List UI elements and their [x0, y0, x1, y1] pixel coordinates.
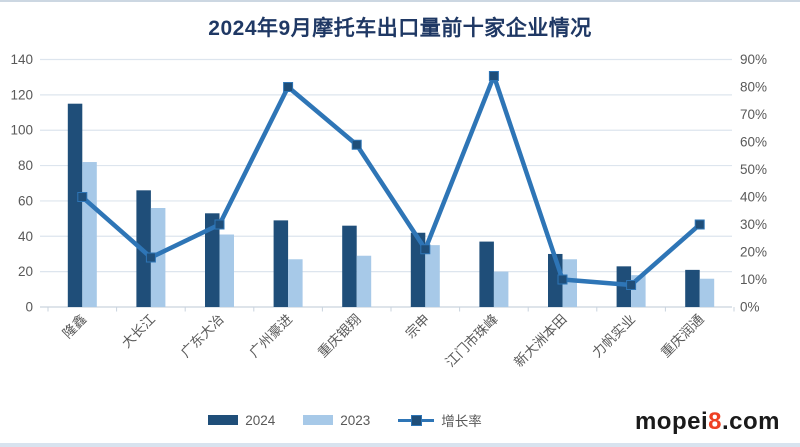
watermark-highlight: 8 — [708, 408, 722, 435]
svg-text:70%: 70% — [740, 107, 767, 122]
watermark-suffix: .com — [721, 408, 780, 435]
growth-rate-marker — [351, 139, 362, 150]
x-axis-label: 大长江 — [119, 312, 158, 351]
growth-rate-marker — [488, 71, 499, 81]
svg-text:20: 20 — [18, 264, 33, 279]
growth-rate-marker — [694, 219, 705, 230]
growth-rate-marker — [214, 219, 225, 230]
watermark-prefix: mopei — [634, 408, 709, 435]
x-axis-label: 宗申 — [403, 312, 433, 342]
bar-2023 — [82, 162, 97, 307]
bar-2024 — [685, 269, 700, 307]
legend-swatch-2023-icon — [303, 415, 334, 425]
bar-2023 — [356, 255, 372, 307]
growth-rate-marker — [77, 192, 88, 202]
bar-2024 — [479, 241, 494, 307]
legend-label-growth-rate: 增长率 — [441, 414, 482, 429]
x-axis-label: 隆鑫 — [59, 311, 89, 341]
svg-text:60%: 60% — [740, 135, 767, 150]
svg-text:60: 60 — [18, 193, 33, 208]
svg-text:30%: 30% — [740, 217, 767, 232]
bar-2024 — [67, 103, 83, 307]
bar-2023 — [699, 278, 715, 307]
x-axis-label: 力帆实业 — [589, 312, 638, 361]
bar-2023 — [425, 245, 440, 307]
growth-rate-line — [77, 71, 705, 290]
svg-text:20%: 20% — [740, 245, 767, 260]
legend-item-2024: 2024 — [208, 413, 275, 428]
x-axis-label: 新大洲本田 — [511, 312, 569, 370]
x-axis-label: 江门市珠峰 — [442, 310, 501, 369]
growth-rate-marker — [557, 274, 568, 285]
legend-label-2024: 2024 — [245, 412, 276, 428]
svg-text:90%: 90% — [740, 52, 767, 67]
legend-label-2023: 2023 — [340, 412, 371, 428]
bar-2023 — [219, 234, 234, 307]
svg-text:50%: 50% — [740, 162, 767, 177]
growth-rate-marker — [420, 244, 431, 255]
watermark-mopei8: mopei8.com — [635, 408, 780, 436]
svg-text:40%: 40% — [740, 190, 767, 205]
svg-text:0: 0 — [25, 300, 33, 315]
legend-item-growth-rate: 增长率 — [398, 410, 482, 430]
x-axis-label: 广东大冶 — [178, 312, 227, 361]
x-axis-label: 重庆润通 — [658, 311, 707, 360]
x-axis-label: 重庆银翔 — [315, 312, 364, 361]
bar-2024 — [342, 225, 357, 307]
legend-line-marker-icon — [398, 415, 435, 426]
x-axis-ticks — [47, 307, 735, 312]
bar-2024 — [273, 220, 289, 307]
svg-text:100: 100 — [10, 123, 33, 138]
svg-text:80%: 80% — [740, 80, 767, 95]
svg-text:80: 80 — [18, 158, 33, 173]
bars-2024 — [67, 103, 700, 307]
bar-2023 — [562, 259, 577, 307]
svg-text:0%: 0% — [740, 300, 760, 315]
legend-swatch-2024-icon — [208, 415, 239, 425]
svg-text:120: 120 — [10, 87, 33, 102]
x-axis-labels: 隆鑫 大长江 广东大冶 广州豪进 重庆银翔 宗申 江门市珠峰 新大洲本田 力帆实业 重庆润通 — [59, 310, 707, 369]
bar-2023 — [493, 271, 509, 307]
gridlines — [40, 58, 732, 308]
svg-text:40: 40 — [18, 229, 33, 244]
bar-2023 — [150, 208, 166, 307]
y-axis-right-labels: 0% 10% 20% 30% 40% 50% 60% 70% 80% 90% — [740, 52, 767, 315]
bar-2023 — [288, 259, 303, 307]
x-axis-label: 广州豪进 — [246, 311, 295, 360]
svg-text:10%: 10% — [740, 272, 767, 287]
svg-text:140: 140 — [10, 52, 33, 67]
growth-rate-marker — [145, 252, 156, 263]
growth-rate-marker — [283, 82, 294, 92]
legend-item-2023: 2023 — [303, 413, 370, 428]
growth-rate-marker — [626, 280, 637, 290]
y-axis-left-labels: 0 20 40 60 80 100 120 140 — [10, 52, 33, 315]
bar-2024 — [205, 213, 220, 307]
chart-legend: 2024 2023 增长率 — [0, 410, 800, 430]
chart-title: 2024年9月摩托车出口量前十家企业情况 — [208, 17, 592, 40]
